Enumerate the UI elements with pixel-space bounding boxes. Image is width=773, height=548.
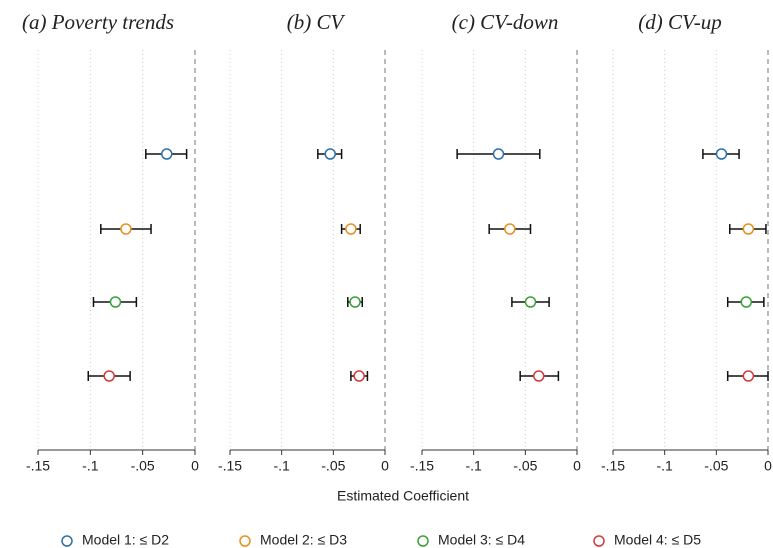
x-tick-label: 0: [764, 458, 772, 474]
x-tick-label: -.15: [26, 458, 50, 474]
legend-label: Model 1: ≤ D2: [82, 532, 169, 548]
point: [103, 370, 115, 382]
x-tick-label: -.1: [465, 458, 482, 474]
point: [120, 223, 132, 235]
x-axis-label: Estimated Coefficient: [337, 488, 469, 504]
x-tick-label: -.1: [656, 458, 673, 474]
x-tick-label: -.15: [218, 458, 242, 474]
legend-marker: [417, 535, 429, 547]
panel-title: (d) CV-up: [638, 10, 721, 34]
x-tick-label: -.15: [410, 458, 434, 474]
point: [742, 370, 755, 382]
point: [715, 148, 728, 160]
legend-marker: [593, 535, 605, 547]
x-tick-label: -.05: [321, 458, 345, 474]
x-tick-label: 0: [381, 458, 389, 474]
point: [160, 148, 173, 160]
panel-title: (a) Poverty trends: [22, 10, 174, 34]
x-tick-label: -.1: [82, 458, 99, 474]
x-tick-label: 0: [191, 458, 199, 474]
point: [353, 370, 365, 382]
x-tick-label: 0: [573, 458, 581, 474]
x-tick-label: -.1: [273, 458, 290, 474]
legend-marker: [239, 535, 251, 547]
legend-label: Model 3: ≤ D4: [438, 532, 525, 548]
x-tick-label: -.05: [513, 458, 537, 474]
point: [492, 148, 505, 160]
x-tick-label: -.05: [131, 458, 155, 474]
point: [109, 296, 122, 308]
point: [324, 148, 336, 160]
point: [740, 296, 753, 308]
point: [524, 296, 537, 308]
panel-title: (b) CV: [287, 10, 346, 34]
point: [742, 223, 755, 235]
x-tick-label: -.15: [601, 458, 625, 474]
legend-marker: [61, 535, 73, 547]
legend-label: Model 4: ≤ D5: [614, 532, 701, 548]
panel-title: (c) CV-down: [452, 10, 559, 34]
point: [504, 223, 516, 235]
x-tick-label: -.05: [704, 458, 728, 474]
point: [533, 370, 545, 382]
point: [349, 296, 361, 308]
point: [345, 223, 357, 235]
legend-label: Model 2: ≤ D3: [260, 532, 347, 548]
